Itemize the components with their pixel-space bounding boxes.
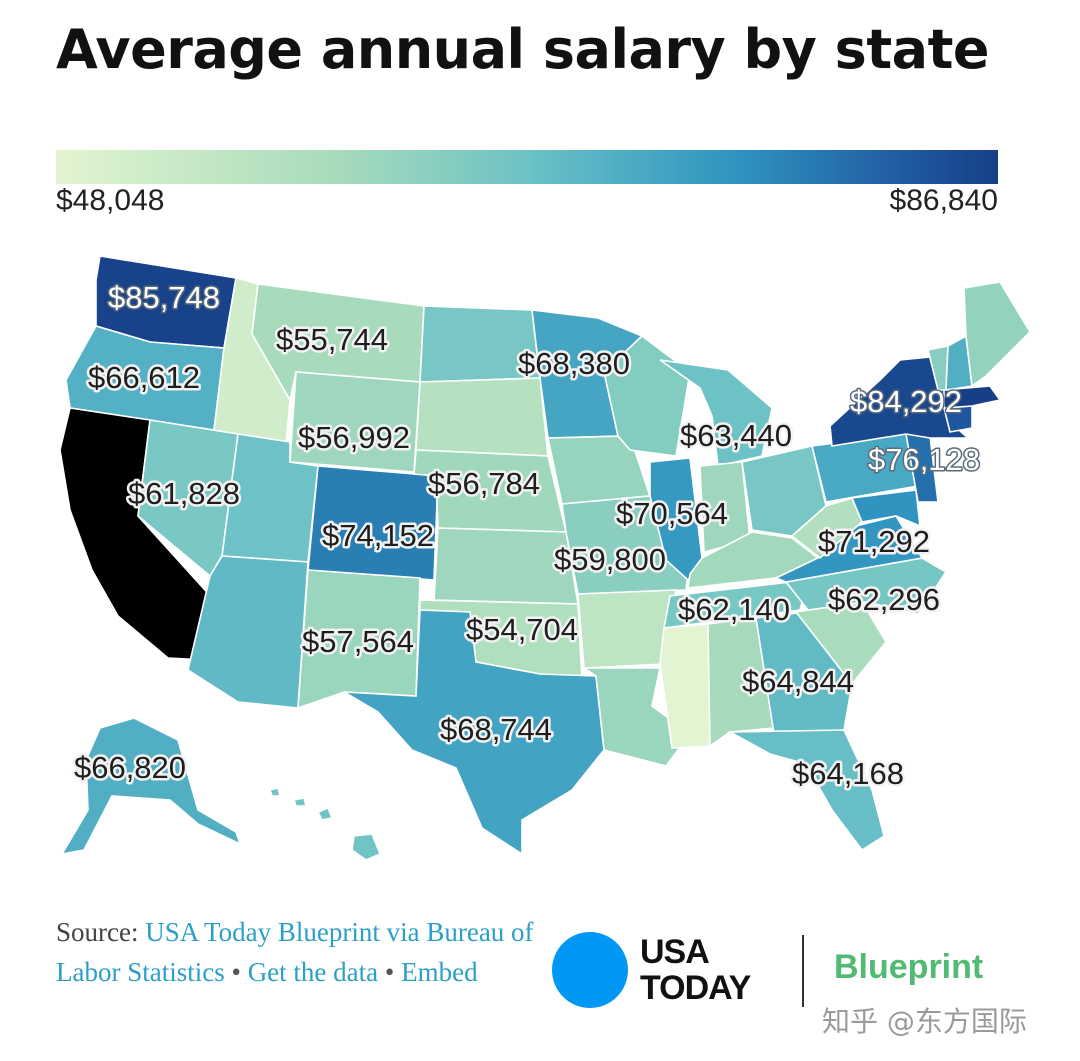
value-label-texas: $68,744 — [440, 712, 552, 747]
state-texas[interactable] — [343, 609, 605, 856]
state-hawaii[interactable] — [268, 787, 382, 861]
value-label-tennessee: $62,140 — [678, 592, 790, 627]
source-link[interactable]: USA Today Blueprint via Bureau of Labor … — [56, 917, 534, 987]
state-new-york[interactable] — [829, 355, 971, 447]
value-label-missouri: $59,800 — [554, 542, 666, 577]
state-massachusetts[interactable] — [943, 385, 1002, 409]
state-tennessee[interactable] — [663, 579, 810, 629]
state-south-dakota[interactable] — [415, 377, 549, 457]
brand-divider — [802, 935, 804, 1007]
value-label-alaska: $66,820 — [74, 750, 186, 785]
state-colorado[interactable] — [307, 465, 439, 581]
value-label-colorado: $74,152 — [322, 518, 434, 553]
source-credit: Source: USA Today Blueprint via Bureau o… — [56, 912, 556, 992]
source-prefix: Source: — [56, 917, 139, 947]
separator: • — [384, 957, 395, 987]
state-illinois[interactable] — [649, 457, 703, 582]
us-choropleth-map: $85,748 $55,744 $66,612 $68,380 $84,292 $63,4… — [59, 255, 1032, 861]
state-maine[interactable] — [963, 281, 1032, 388]
state-louisiana[interactable] — [581, 667, 692, 767]
value-label-minnesota: $68,380 — [518, 346, 630, 381]
state-arizona[interactable] — [187, 555, 309, 709]
embed-link[interactable]: Embed — [401, 957, 478, 987]
value-label-nevada: $61,828 — [128, 476, 240, 511]
state-alaska[interactable] — [60, 717, 242, 856]
legend-min-label: $48,048 — [56, 184, 165, 217]
value-label-new-jersey: $76,128 — [868, 442, 980, 477]
state-mississippi[interactable] — [659, 623, 711, 749]
usa-today-wordmark: USA TODAY — [640, 933, 751, 1007]
value-label-illinois: $70,564 — [616, 496, 728, 531]
map-title: Average annual salary by state — [56, 18, 990, 81]
value-label-new-mexico: $57,564 — [302, 624, 414, 659]
state-michigan[interactable] — [659, 359, 773, 467]
blueprint-wordmark: Blueprint — [834, 948, 984, 986]
get-data-link[interactable]: Get the data — [247, 957, 379, 987]
state-florida[interactable] — [726, 729, 885, 852]
separator: • — [231, 957, 241, 987]
value-label-michigan: $63,440 — [680, 418, 792, 453]
value-label-oregon: $66,612 — [88, 360, 200, 395]
usa-today-logo-icon — [552, 932, 628, 1008]
value-label-wyoming: $56,992 — [298, 420, 410, 455]
state-kentucky[interactable] — [687, 531, 820, 589]
value-label-oklahoma: $54,704 — [466, 612, 578, 647]
value-label-maryland: $71,292 — [818, 524, 930, 559]
color-scale-legend — [56, 150, 998, 184]
value-label-washington: $85,748 — [108, 280, 220, 315]
legend-max-label: $86,840 — [889, 184, 998, 217]
value-label-north-carolina: $62,296 — [828, 582, 940, 617]
watermark: 知乎 @东方国际 — [822, 1005, 1027, 1038]
value-label-georgia: $64,844 — [742, 664, 854, 699]
value-label-nebraska: $56,784 — [428, 466, 540, 501]
state-value-labels: $85,748 $55,744 $66,612 $68,380 $84,292 $63,4… — [71, 279, 981, 794]
value-label-florida: $64,168 — [792, 756, 904, 791]
value-label-new-york: $84,292 — [850, 384, 962, 419]
value-label-montana: $55,744 — [276, 322, 388, 357]
state-alabama[interactable] — [707, 617, 775, 748]
state-maryland[interactable] — [850, 489, 921, 528]
